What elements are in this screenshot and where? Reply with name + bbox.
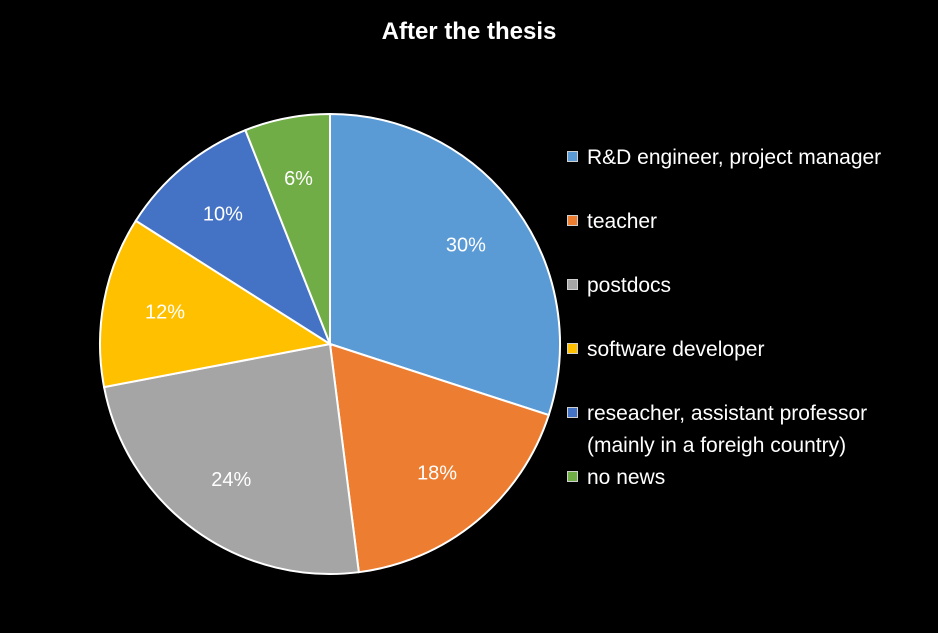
pie-slice-rd-engineer	[329, 112, 561, 417]
legend-swatch	[567, 279, 578, 290]
legend-label: teacher	[587, 210, 658, 233]
legend-item-software-developer: software developer	[567, 334, 932, 366]
legend-label-line2: (mainly in a foreigh country)	[587, 434, 847, 457]
legend-swatch	[567, 343, 578, 354]
legend-item-researcher: reseacher, assistant professor (mainly i…	[567, 398, 932, 462]
slice-label-no-news: 6%	[284, 168, 313, 190]
legend-item-teacher: teacher	[567, 206, 932, 238]
slice-label-researcher: 10%	[203, 204, 243, 226]
legend-swatch	[567, 407, 578, 418]
legend-item-postdocs: postdocs	[567, 270, 932, 302]
slice-label-teacher: 18%	[417, 462, 457, 484]
pie-slice-teacher	[328, 342, 551, 574]
pie-slice-postdocs	[102, 342, 360, 575]
chart-title: After the thesis	[381, 18, 557, 45]
legend-item-rd-engineer: R&D engineer, project manager	[567, 142, 932, 174]
pie-slice-researcher	[134, 128, 333, 347]
legend-label: no news	[587, 466, 666, 489]
legend-label: R&D engineer, project manager	[587, 146, 882, 169]
legend: R&D engineer, project manager teacher po…	[567, 142, 932, 526]
pie-slice-software-developer	[99, 219, 333, 389]
legend-label: software developer	[587, 338, 765, 361]
slice-label-postdocs: 24%	[211, 469, 251, 491]
pie-slice-no-news	[244, 112, 331, 345]
legend-swatch	[567, 471, 578, 482]
legend-label: postdocs	[587, 274, 672, 297]
legend-item-no-news: no news	[567, 462, 932, 494]
slice-label-rd-engineer: 30%	[446, 234, 486, 256]
legend-swatch	[567, 151, 578, 162]
legend-swatch	[567, 215, 578, 226]
legend-label: reseacher, assistant professor	[587, 402, 868, 425]
slice-label-software-developer: 12%	[145, 302, 185, 324]
